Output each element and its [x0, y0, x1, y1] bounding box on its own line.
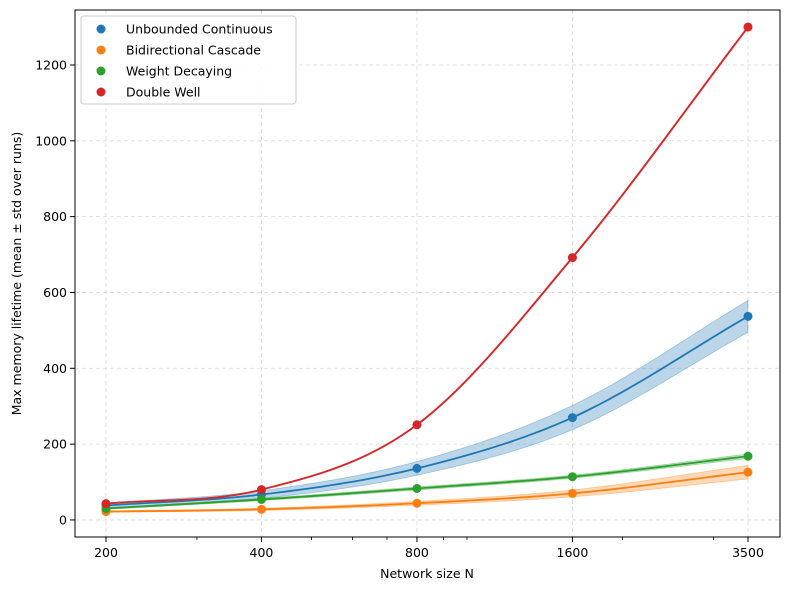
- x-tick-label: 200: [94, 545, 118, 560]
- y-axis-label: Max memory lifetime (mean ± std over run…: [9, 132, 24, 416]
- legend-label: Bidirectional Cascade: [126, 43, 261, 58]
- plot-frame: [74, 9, 781, 538]
- legend-marker: [96, 87, 106, 97]
- data-point: [567, 253, 577, 263]
- data-point: [412, 483, 422, 493]
- legend-marker: [96, 45, 106, 55]
- x-tick-label: 400: [250, 545, 274, 560]
- data-point: [567, 488, 577, 498]
- legend-label: Unbounded Continuous: [126, 22, 273, 37]
- y-tick-label: 1000: [35, 133, 67, 148]
- data-point: [567, 472, 577, 482]
- data-point: [412, 420, 422, 430]
- x-tick-label: 1600: [557, 545, 589, 560]
- legend-marker: [96, 66, 106, 76]
- legend-box: [80, 15, 297, 105]
- data-point: [743, 467, 753, 477]
- axis-ticks: 200 400 800 1600 3500 0 200 400 600 800 1000 1200: [35, 57, 764, 560]
- y-tick-label: 200: [43, 437, 67, 452]
- data-point: [256, 494, 266, 504]
- data-point: [256, 504, 266, 514]
- y-tick-label: 1200: [35, 57, 67, 72]
- data-point: [743, 311, 753, 321]
- x-tick-label: 3500: [732, 545, 764, 560]
- data-point: [743, 22, 753, 32]
- y-tick-label: 600: [43, 285, 67, 300]
- series-points: [101, 22, 753, 517]
- legend-marker: [96, 24, 106, 34]
- legend-label: Weight Decaying: [126, 64, 232, 79]
- legend-label: Double Well: [126, 85, 201, 100]
- data-point: [256, 485, 266, 495]
- y-tick-label: 0: [59, 512, 67, 527]
- data-point: [101, 499, 111, 509]
- x-axis-label: Network size N: [380, 566, 474, 581]
- y-tick-label: 800: [43, 209, 67, 224]
- data-point: [567, 413, 577, 423]
- data-point: [743, 451, 753, 461]
- x-tick-label: 800: [405, 545, 429, 560]
- legend: Unbounded Continuous Bidirectional Cascad…: [80, 15, 297, 105]
- y-tick-label: 400: [43, 361, 67, 376]
- data-point: [412, 498, 422, 508]
- data-point: [412, 463, 422, 473]
